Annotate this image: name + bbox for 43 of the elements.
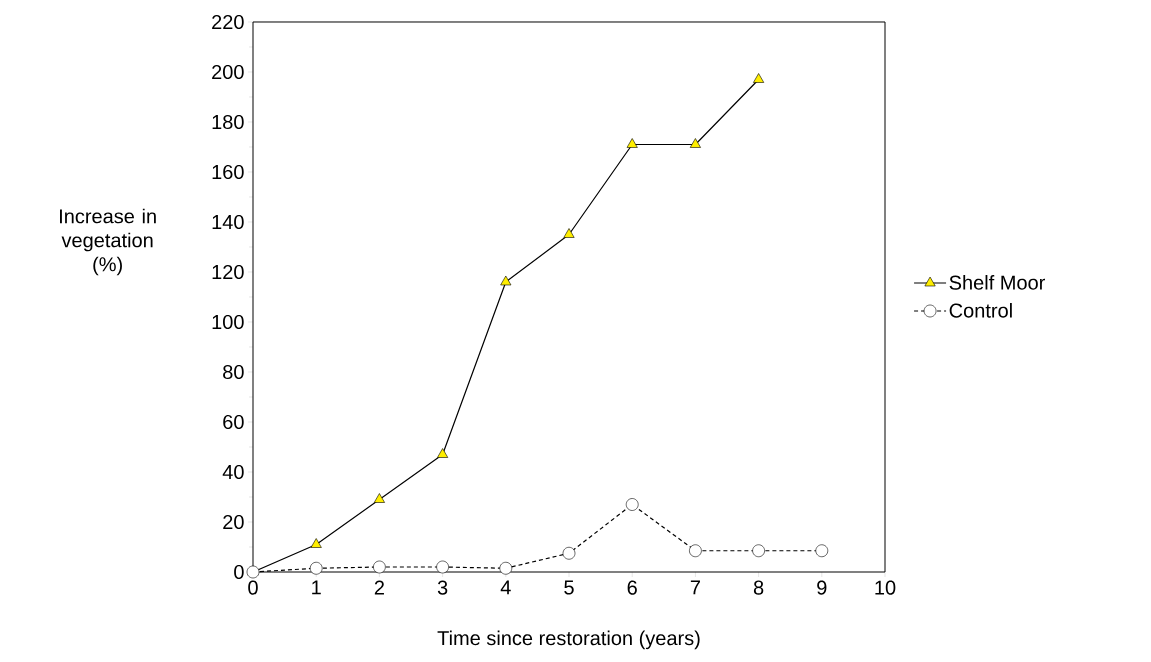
point [562,546,576,560]
x-tick-label: 7 [690,580,700,595]
x-tick-label: 5 [564,580,574,595]
y-tick-label: 120 [212,264,244,280]
x-tick-label: 3 [437,580,448,595]
point [373,560,386,574]
point [689,138,701,148]
y-tick-label: 60 [223,414,244,430]
point [500,275,512,286]
legend-label: Control [949,302,1012,318]
point [689,544,702,558]
point [752,544,765,558]
y-tick-label: 200 [212,64,244,80]
x-tick-label: 8 [753,580,764,595]
y-tick-label: 160 [212,164,244,180]
x-tick-label: 1 [312,580,321,595]
y-tick-label: 140 [212,214,244,230]
y-tick-label: 180 [212,114,244,130]
point [437,448,449,458]
point [309,561,323,575]
point [373,493,385,503]
y-tick-label: 100 [212,314,244,330]
y-tick-label: 40 [222,464,244,480]
point [436,560,449,574]
x-tick-label: 0 [248,580,258,595]
x-tick-label: 9 [817,580,827,595]
y-axis-title: Increase in vegetation (%) [60,208,156,276]
x-axis-title: Time since restoration (years) [437,630,700,650]
point [310,538,322,548]
point [753,73,765,83]
x-tick-label: 4 [500,580,511,595]
y-tick-label: 220 [212,14,244,30]
x-tick-label: 6 [627,580,637,595]
point [625,498,639,511]
y-tick-label: 0 [234,564,244,580]
x-tick-label: 2 [374,580,384,595]
y-tick-label: 80 [223,364,244,380]
point [563,228,575,238]
y-tick-label: 20 [223,514,244,530]
point [626,138,638,148]
legend-label: Shelf Moor [949,275,1046,290]
x-tick-label: 10 [875,580,896,595]
point [499,561,513,575]
